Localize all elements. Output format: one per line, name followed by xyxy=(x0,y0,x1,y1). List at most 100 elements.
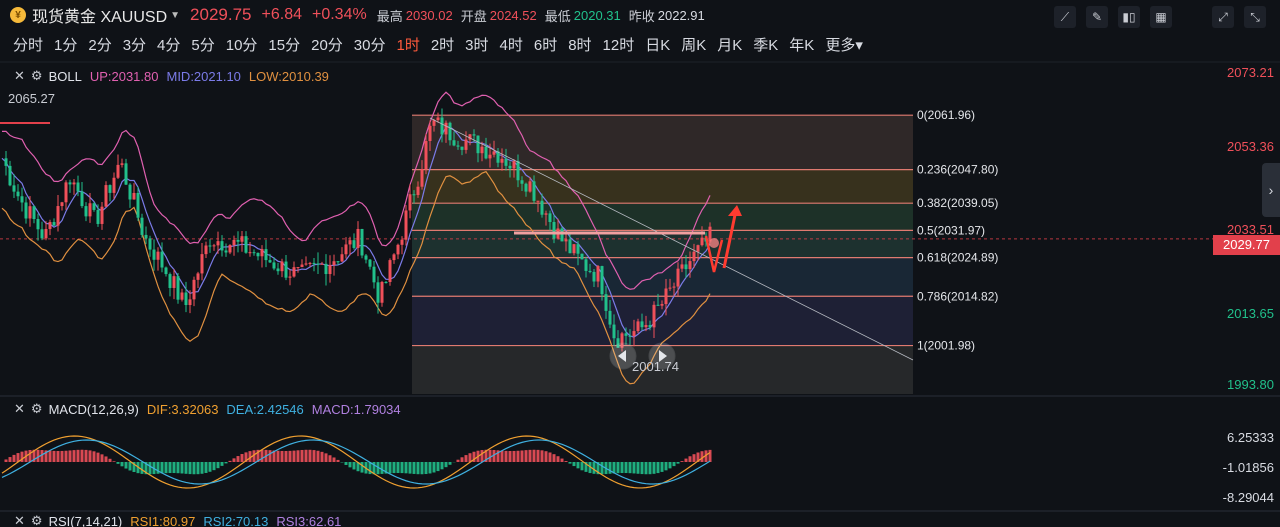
macd-histogram-bar xyxy=(516,450,520,462)
period-tab[interactable]: 20分 xyxy=(311,36,343,54)
period-tab[interactable]: 月K xyxy=(717,36,743,54)
candle-body xyxy=(84,206,88,217)
candle-body xyxy=(516,161,520,181)
candle-body xyxy=(112,177,116,193)
candle-body xyxy=(524,183,528,192)
macd-histogram-bar xyxy=(372,462,376,475)
candle-body xyxy=(492,151,496,155)
macd-histogram-bar xyxy=(624,462,628,474)
macd-histogram-bar xyxy=(36,449,40,462)
macd-histogram-bar xyxy=(280,450,284,462)
macd-histogram-bar xyxy=(56,450,60,462)
period-tab[interactable]: 季K xyxy=(753,36,779,54)
close-icon[interactable]: ✕ xyxy=(14,513,25,527)
pen-icon[interactable]: ✎ xyxy=(1086,6,1108,28)
candle-body xyxy=(392,254,396,261)
period-tab[interactable]: 2分 xyxy=(88,36,112,54)
macd-histogram-bar xyxy=(100,454,104,462)
period-tab[interactable]: 30分 xyxy=(353,36,386,54)
chart-toolbar: ⟋ ✎ ▮▯ ▦ ⤢ ⤡ xyxy=(1054,6,1266,28)
candle-body xyxy=(532,181,536,201)
expand-icon[interactable]: ⤢ xyxy=(1212,6,1234,28)
candle-body xyxy=(616,338,620,348)
period-tab[interactable]: 1时 xyxy=(396,36,420,54)
macd-histogram-bar xyxy=(368,462,372,475)
macd-histogram-bar xyxy=(680,461,684,462)
macd-dif: DIF:3.32063 xyxy=(146,401,219,417)
close-icon[interactable]: ✕ xyxy=(14,68,25,83)
macd-axis-label: -8.29044 xyxy=(1222,490,1274,505)
macd-histogram-bar xyxy=(700,451,704,462)
candle-body xyxy=(548,213,552,223)
macd-histogram-bar xyxy=(548,452,552,462)
macd-histogram-bar xyxy=(400,462,404,474)
period-tab[interactable]: 分时 xyxy=(13,36,44,54)
period-tab[interactable]: 4时 xyxy=(499,36,523,54)
fib-zone xyxy=(412,257,913,297)
macd-histogram-bar xyxy=(388,462,392,474)
macd-histogram-bar xyxy=(480,450,484,462)
candle-body xyxy=(128,184,132,200)
period-tab[interactable]: 周K xyxy=(681,36,707,54)
period-tab[interactable]: 1分 xyxy=(54,36,78,54)
candle-body xyxy=(284,261,288,278)
candle-body xyxy=(476,135,480,154)
period-tab[interactable]: 12时 xyxy=(602,36,635,54)
macd-dif-line xyxy=(1,435,711,489)
macd-histogram-bar xyxy=(416,462,420,475)
candle-body xyxy=(528,181,532,192)
period-tab[interactable]: 2时 xyxy=(430,36,455,54)
candle-body xyxy=(356,228,360,248)
period-tab[interactable]: 6时 xyxy=(533,36,558,54)
period-tab[interactable]: 10分 xyxy=(225,36,258,54)
price-axis-label: 2073.21 xyxy=(1227,65,1274,80)
period-tab[interactable]: 日K xyxy=(645,36,671,54)
indicator-icon[interactable]: ▦ xyxy=(1150,6,1172,28)
gear-icon[interactable]: ⚙ xyxy=(30,513,43,527)
candle-body xyxy=(256,252,260,257)
macd-histogram-bar xyxy=(536,449,540,462)
macd-axis-label: 6.25333 xyxy=(1227,430,1274,445)
macd-histogram-bar xyxy=(496,450,500,462)
candle-body xyxy=(188,299,192,306)
stat-open-value: 2024.52 xyxy=(489,7,537,23)
period-tab[interactable]: 15分 xyxy=(268,36,301,54)
gear-icon[interactable]: ⚙ xyxy=(30,68,43,83)
macd-histogram-bar xyxy=(456,459,460,462)
candle-style-icon[interactable]: ▮▯ xyxy=(1118,6,1140,28)
period-tab[interactable]: 更多▾ xyxy=(825,36,863,54)
price-axis-label: 2013.65 xyxy=(1227,306,1274,321)
macd-histogram-bar xyxy=(40,450,44,462)
period-tab[interactable]: 4分 xyxy=(157,36,181,54)
macd-histogram-bar xyxy=(140,462,144,474)
symbol-dropdown-icon[interactable]: ▼ xyxy=(170,9,181,21)
period-tab[interactable]: 8时 xyxy=(568,36,592,54)
gear-icon[interactable]: ⚙ xyxy=(30,401,43,416)
collapse-icon[interactable]: ⤡ xyxy=(1244,6,1266,28)
candle-body xyxy=(16,191,20,197)
macd-histogram-bar xyxy=(508,450,512,462)
candle-body xyxy=(444,122,448,135)
draw-line-icon[interactable]: ⟋ xyxy=(1054,6,1076,28)
macd-histogram-bar xyxy=(116,462,120,464)
candle-body xyxy=(496,151,500,163)
fib-level-label: 0.786(2014.82) xyxy=(917,289,998,303)
symbol-name[interactable]: 现货黄金 XAUUSD xyxy=(32,9,168,26)
close-icon[interactable]: ✕ xyxy=(14,401,25,416)
macd-histogram-bar xyxy=(204,462,208,473)
candle-body xyxy=(660,304,664,306)
macd-histogram-bar xyxy=(68,450,72,462)
period-tab[interactable]: 3时 xyxy=(465,36,489,54)
side-panel-toggle-icon[interactable]: › xyxy=(1262,163,1280,217)
macd-histogram-bar xyxy=(360,462,364,473)
period-tab[interactable]: 年K xyxy=(789,36,815,54)
macd-histogram-bar xyxy=(560,458,564,462)
period-tab[interactable]: 5分 xyxy=(191,36,215,54)
candle-body xyxy=(380,281,384,303)
candle-body xyxy=(324,263,328,275)
period-tab[interactable]: 3分 xyxy=(122,36,147,54)
macd-histogram-bar xyxy=(160,462,164,474)
candle-body xyxy=(700,237,704,246)
candle-body xyxy=(388,260,392,282)
